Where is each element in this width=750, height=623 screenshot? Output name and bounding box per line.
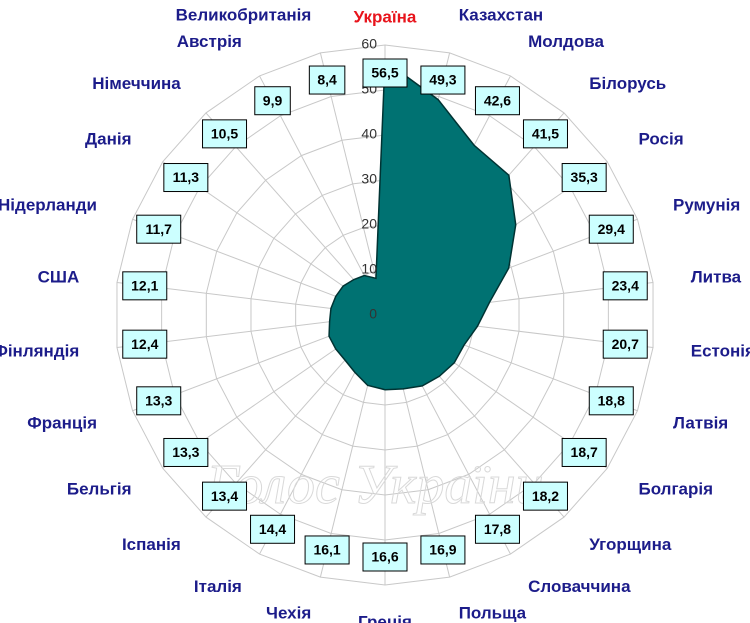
value-label: 18,2 [532, 488, 559, 504]
tick-label: 20 [361, 216, 377, 232]
value-label-box [602, 329, 648, 359]
value-label-box [522, 119, 568, 149]
category-label: Фінляндія [0, 342, 79, 361]
category-label: Іспанія [122, 535, 181, 554]
category-label: США [38, 267, 80, 286]
value-label: 23,4 [612, 278, 639, 294]
value-label-box [202, 119, 248, 149]
value-label-box [136, 386, 182, 416]
data-area [328, 59, 517, 391]
value-label-box [163, 163, 209, 193]
value-label-box [308, 65, 346, 95]
category-label: Румунія [673, 195, 740, 214]
value-label-box [362, 58, 408, 88]
value-label: 18,7 [571, 444, 598, 460]
category-label: Латвія [673, 414, 728, 433]
category-label: Бельгія [67, 479, 132, 498]
spoke [319, 52, 386, 316]
value-label: 35,3 [571, 169, 598, 185]
value-label-box [420, 535, 466, 565]
value-label: 16,9 [429, 542, 456, 558]
category-label: Чехія [266, 604, 311, 623]
value-label-box [362, 542, 408, 572]
value-label: 13,3 [172, 444, 199, 460]
value-label: 17,8 [484, 521, 511, 537]
value-label-box [136, 214, 182, 244]
value-label: 14,4 [259, 521, 286, 537]
value-label: 56,5 [371, 65, 398, 81]
category-label: Росія [638, 130, 683, 149]
value-label-box [202, 481, 248, 511]
value-label-box [588, 386, 634, 416]
value-label-box [474, 86, 520, 116]
value-label-box [122, 271, 168, 301]
value-label-box [588, 214, 634, 244]
category-label: Болгарія [638, 479, 713, 498]
category-label: Словаччина [528, 577, 631, 596]
value-label-box [561, 437, 607, 467]
category-label: Данія [85, 130, 131, 149]
category-label: Казахстан [459, 5, 543, 24]
value-label: 41,5 [532, 126, 559, 142]
category-label: Нідерланди [0, 195, 97, 214]
category-label: Молдова [528, 32, 604, 51]
value-label: 18,8 [598, 393, 625, 409]
value-label: 16,6 [371, 549, 398, 565]
category-label: Італія [194, 577, 242, 596]
tick-label: 10 [361, 261, 377, 277]
value-label: 11,7 [145, 221, 172, 237]
value-label: 16,1 [313, 542, 340, 558]
category-label: Великобританія [176, 5, 312, 24]
value-label: 10,5 [211, 126, 238, 142]
category-label: Греція [358, 612, 412, 623]
value-label: 29,4 [598, 221, 625, 237]
category-label: Польща [459, 604, 527, 623]
value-label: 11,3 [173, 169, 200, 185]
value-label-box [474, 514, 520, 544]
value-label: 12,1 [131, 278, 158, 294]
value-label: 20,7 [612, 336, 639, 352]
category-label: Німеччина [92, 74, 181, 93]
value-label: 42,6 [484, 92, 511, 108]
value-label-box [250, 514, 296, 544]
category-label: Франція [27, 414, 97, 433]
value-label-box [602, 271, 648, 301]
value-label-box [254, 86, 291, 116]
value-label-box [163, 437, 209, 467]
category-label: Білорусь [589, 74, 666, 93]
tick-label: 40 [361, 126, 377, 142]
value-label-box [122, 329, 168, 359]
category-label: Литва [691, 267, 742, 286]
value-label-box [304, 535, 350, 565]
category-label: Естонія [691, 342, 750, 361]
category-label: Австрія [177, 32, 242, 51]
category-label: Угорщина [589, 535, 672, 554]
tick-label: 30 [361, 171, 377, 187]
value-label-box [420, 65, 466, 95]
value-label: 8,4 [317, 72, 337, 88]
value-label: 13,3 [145, 393, 172, 409]
watermark: Голос України [205, 454, 543, 516]
tick-label: 0 [369, 306, 377, 322]
value-label: 12,4 [131, 336, 158, 352]
value-label: 49,3 [429, 72, 456, 88]
value-label-box [522, 481, 568, 511]
tick-label: 60 [361, 36, 377, 52]
value-label-box [561, 163, 607, 193]
highlight-label: Україна [354, 7, 417, 26]
value-label: 9,9 [263, 92, 283, 108]
value-label: 13,4 [211, 488, 238, 504]
